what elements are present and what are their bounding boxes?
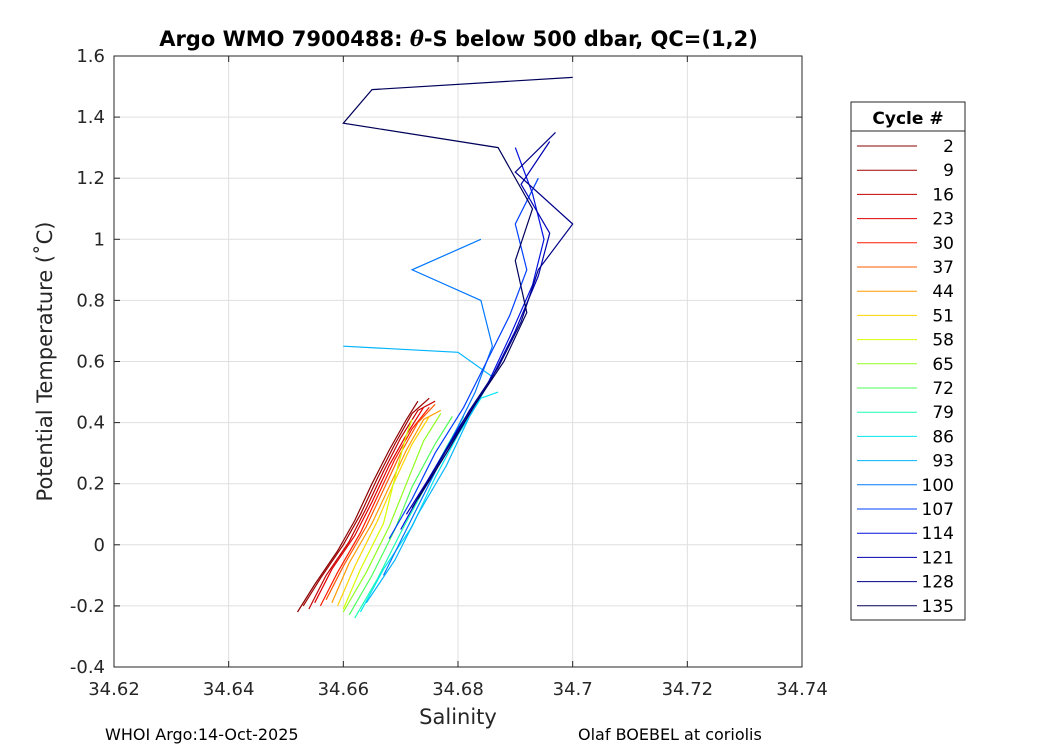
legend-label-cycle-51: 51 — [932, 306, 954, 326]
legend-label-cycle-107: 107 — [922, 500, 954, 520]
series-line-cycle-128 — [411, 131, 574, 509]
legend-label-cycle-128: 128 — [922, 573, 954, 593]
legend-label-cycle-93: 93 — [932, 452, 954, 472]
x-tick-label: 34.64 — [203, 679, 255, 700]
x-tick-label: 34.62 — [88, 679, 140, 700]
legend-label-cycle-23: 23 — [932, 210, 954, 230]
legend-label-cycle-2: 2 — [943, 137, 954, 157]
series-line-cycle-100 — [382, 238, 494, 576]
legend-label-cycle-65: 65 — [932, 355, 954, 375]
series-line-cycle-44 — [331, 409, 442, 604]
legend-label-cycle-58: 58 — [932, 331, 954, 351]
series-line-cycle-2 — [296, 400, 419, 613]
legend-label-cycle-135: 135 — [922, 597, 954, 617]
series-line-cycle-9 — [302, 397, 430, 607]
y-tick-label: 1.2 — [76, 168, 105, 189]
series-line-cycle-107 — [388, 177, 539, 539]
series-line-cycle-79 — [354, 416, 465, 619]
series-line-cycle-65 — [342, 413, 442, 613]
y-tick-label: 1 — [94, 229, 105, 250]
series-line-cycle-30 — [319, 406, 430, 607]
legend-label-cycle-100: 100 — [922, 476, 954, 496]
legend-label-cycle-9: 9 — [943, 161, 954, 181]
y-tick-label: 0 — [94, 535, 105, 556]
title-prefix: Argo WMO 7900488: — [159, 27, 410, 51]
title-theta-symbol: θ — [409, 26, 424, 51]
x-tick-label: 34.74 — [776, 679, 828, 700]
y-tick-label: 1.4 — [76, 107, 105, 128]
y-tick-label: -0.2 — [70, 596, 105, 617]
y-tick-label: 0.8 — [76, 290, 105, 311]
series-line-cycle-58 — [342, 419, 413, 610]
legend-title: Cycle # — [872, 109, 943, 129]
legend-label-cycle-30: 30 — [932, 234, 954, 254]
legend: Cycle #2 9 16 23 30 37 44 51 58 65 72 79 86 93 100 107 1… — [850, 101, 966, 621]
chart-title: Argo WMO 7900488: θ-S below 500 dbar, QC… — [114, 26, 803, 51]
x-tick-label: 34.68 — [432, 679, 484, 700]
y-tick-label: -0.4 — [70, 657, 105, 678]
y-tick-label: 0.4 — [76, 413, 105, 434]
series-line-cycle-37 — [325, 403, 436, 601]
legend-label-cycle-79: 79 — [932, 403, 954, 423]
series-line-cycle-135 — [342, 76, 573, 500]
y-tick-label: 1.6 — [76, 46, 105, 67]
x-tick-label: 34.66 — [318, 679, 370, 700]
legend-label-cycle-37: 37 — [932, 258, 954, 278]
y-tick-label: 0.6 — [76, 352, 105, 373]
series-line-cycle-93 — [343, 345, 494, 604]
series-line-cycle-16 — [308, 400, 436, 610]
x-axis-label: Salinity — [419, 705, 497, 729]
footer-right: Olaf BOEBEL at coriolis — [578, 725, 762, 744]
x-tick-label: 34.72 — [662, 679, 714, 700]
legend-label-cycle-86: 86 — [932, 427, 954, 447]
legend-label-cycle-16: 16 — [932, 185, 954, 205]
y-axis-label: Potential Temperature (˚C) — [33, 222, 57, 502]
y-tick-label: 0.2 — [76, 474, 105, 495]
x-tick-label: 34.7 — [553, 679, 593, 700]
legend-label-cycle-114: 114 — [922, 524, 954, 544]
series-line-cycle-86 — [359, 391, 499, 613]
legend-label-cycle-44: 44 — [932, 282, 954, 302]
legend-label-cycle-72: 72 — [932, 379, 954, 399]
plot-area: 34.62 34.64 34.66 34.68 34.7 34.72 34.74 -0.4 -0… — [33, 46, 828, 729]
footer-left: WHOI Argo:14-Oct-2025 — [105, 725, 299, 744]
series-line-cycle-72 — [348, 416, 453, 616]
series-line-cycle-51 — [337, 416, 430, 607]
legend-label-cycle-121: 121 — [922, 548, 954, 568]
title-suffix: -S below 500 dbar, QC=(1,2) — [423, 27, 758, 51]
